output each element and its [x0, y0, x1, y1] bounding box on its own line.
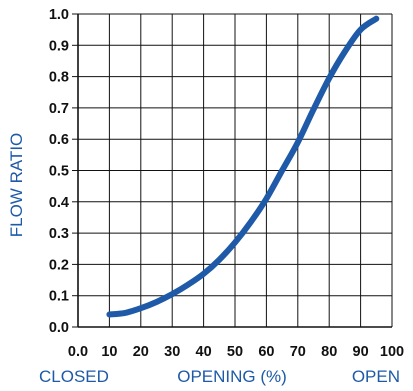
x-axis-title: OPENING (%): [177, 367, 287, 386]
y-tick-label: 0.8: [49, 70, 69, 86]
x-axis-open-label: OPEN: [352, 367, 400, 386]
series-layer: [106, 15, 380, 318]
x-tick-labels: 0.0 10 20 30 40 50 60 70 80 90 100: [68, 344, 404, 360]
x-axis-closed-label: CLOSED: [39, 367, 109, 386]
x-tick-label: 30: [164, 344, 180, 360]
y-tick-label: 0.9: [49, 38, 69, 54]
y-axis-title: FLOW RATIO: [7, 133, 26, 238]
grid: [72, 13, 393, 328]
y-tick-label: 1.0: [49, 7, 69, 23]
x-tick-label: 100: [380, 344, 404, 360]
x-tick-label: 0.0: [68, 344, 88, 360]
x-tick-label: 80: [321, 344, 337, 360]
y-tick-label: 0.6: [49, 132, 69, 148]
y-tick-label: 0.5: [49, 164, 69, 180]
x-tick-label: 40: [196, 344, 212, 360]
x-tick-label: 50: [227, 344, 243, 360]
x-tick-label: 70: [290, 344, 306, 360]
y-tick-label: 0.1: [49, 289, 69, 305]
x-tick-label: 20: [133, 344, 149, 360]
x-tick-label: 90: [353, 344, 369, 360]
y-tick-label: 0.2: [49, 257, 69, 273]
flow-curve-line: [106, 15, 380, 318]
y-tick-label: 0.4: [49, 195, 69, 211]
y-tick-labels: 0.0 0.1 0.2 0.3 0.4 0.5 0.6 0.7 0.8 0.9 1.0: [49, 7, 69, 336]
y-tick-label: 0.0: [49, 320, 69, 336]
x-tick-label: 10: [101, 344, 117, 360]
y-tick-label: 0.3: [49, 226, 69, 242]
y-tick-label: 0.7: [49, 101, 69, 117]
x-tick-label: 60: [258, 344, 274, 360]
